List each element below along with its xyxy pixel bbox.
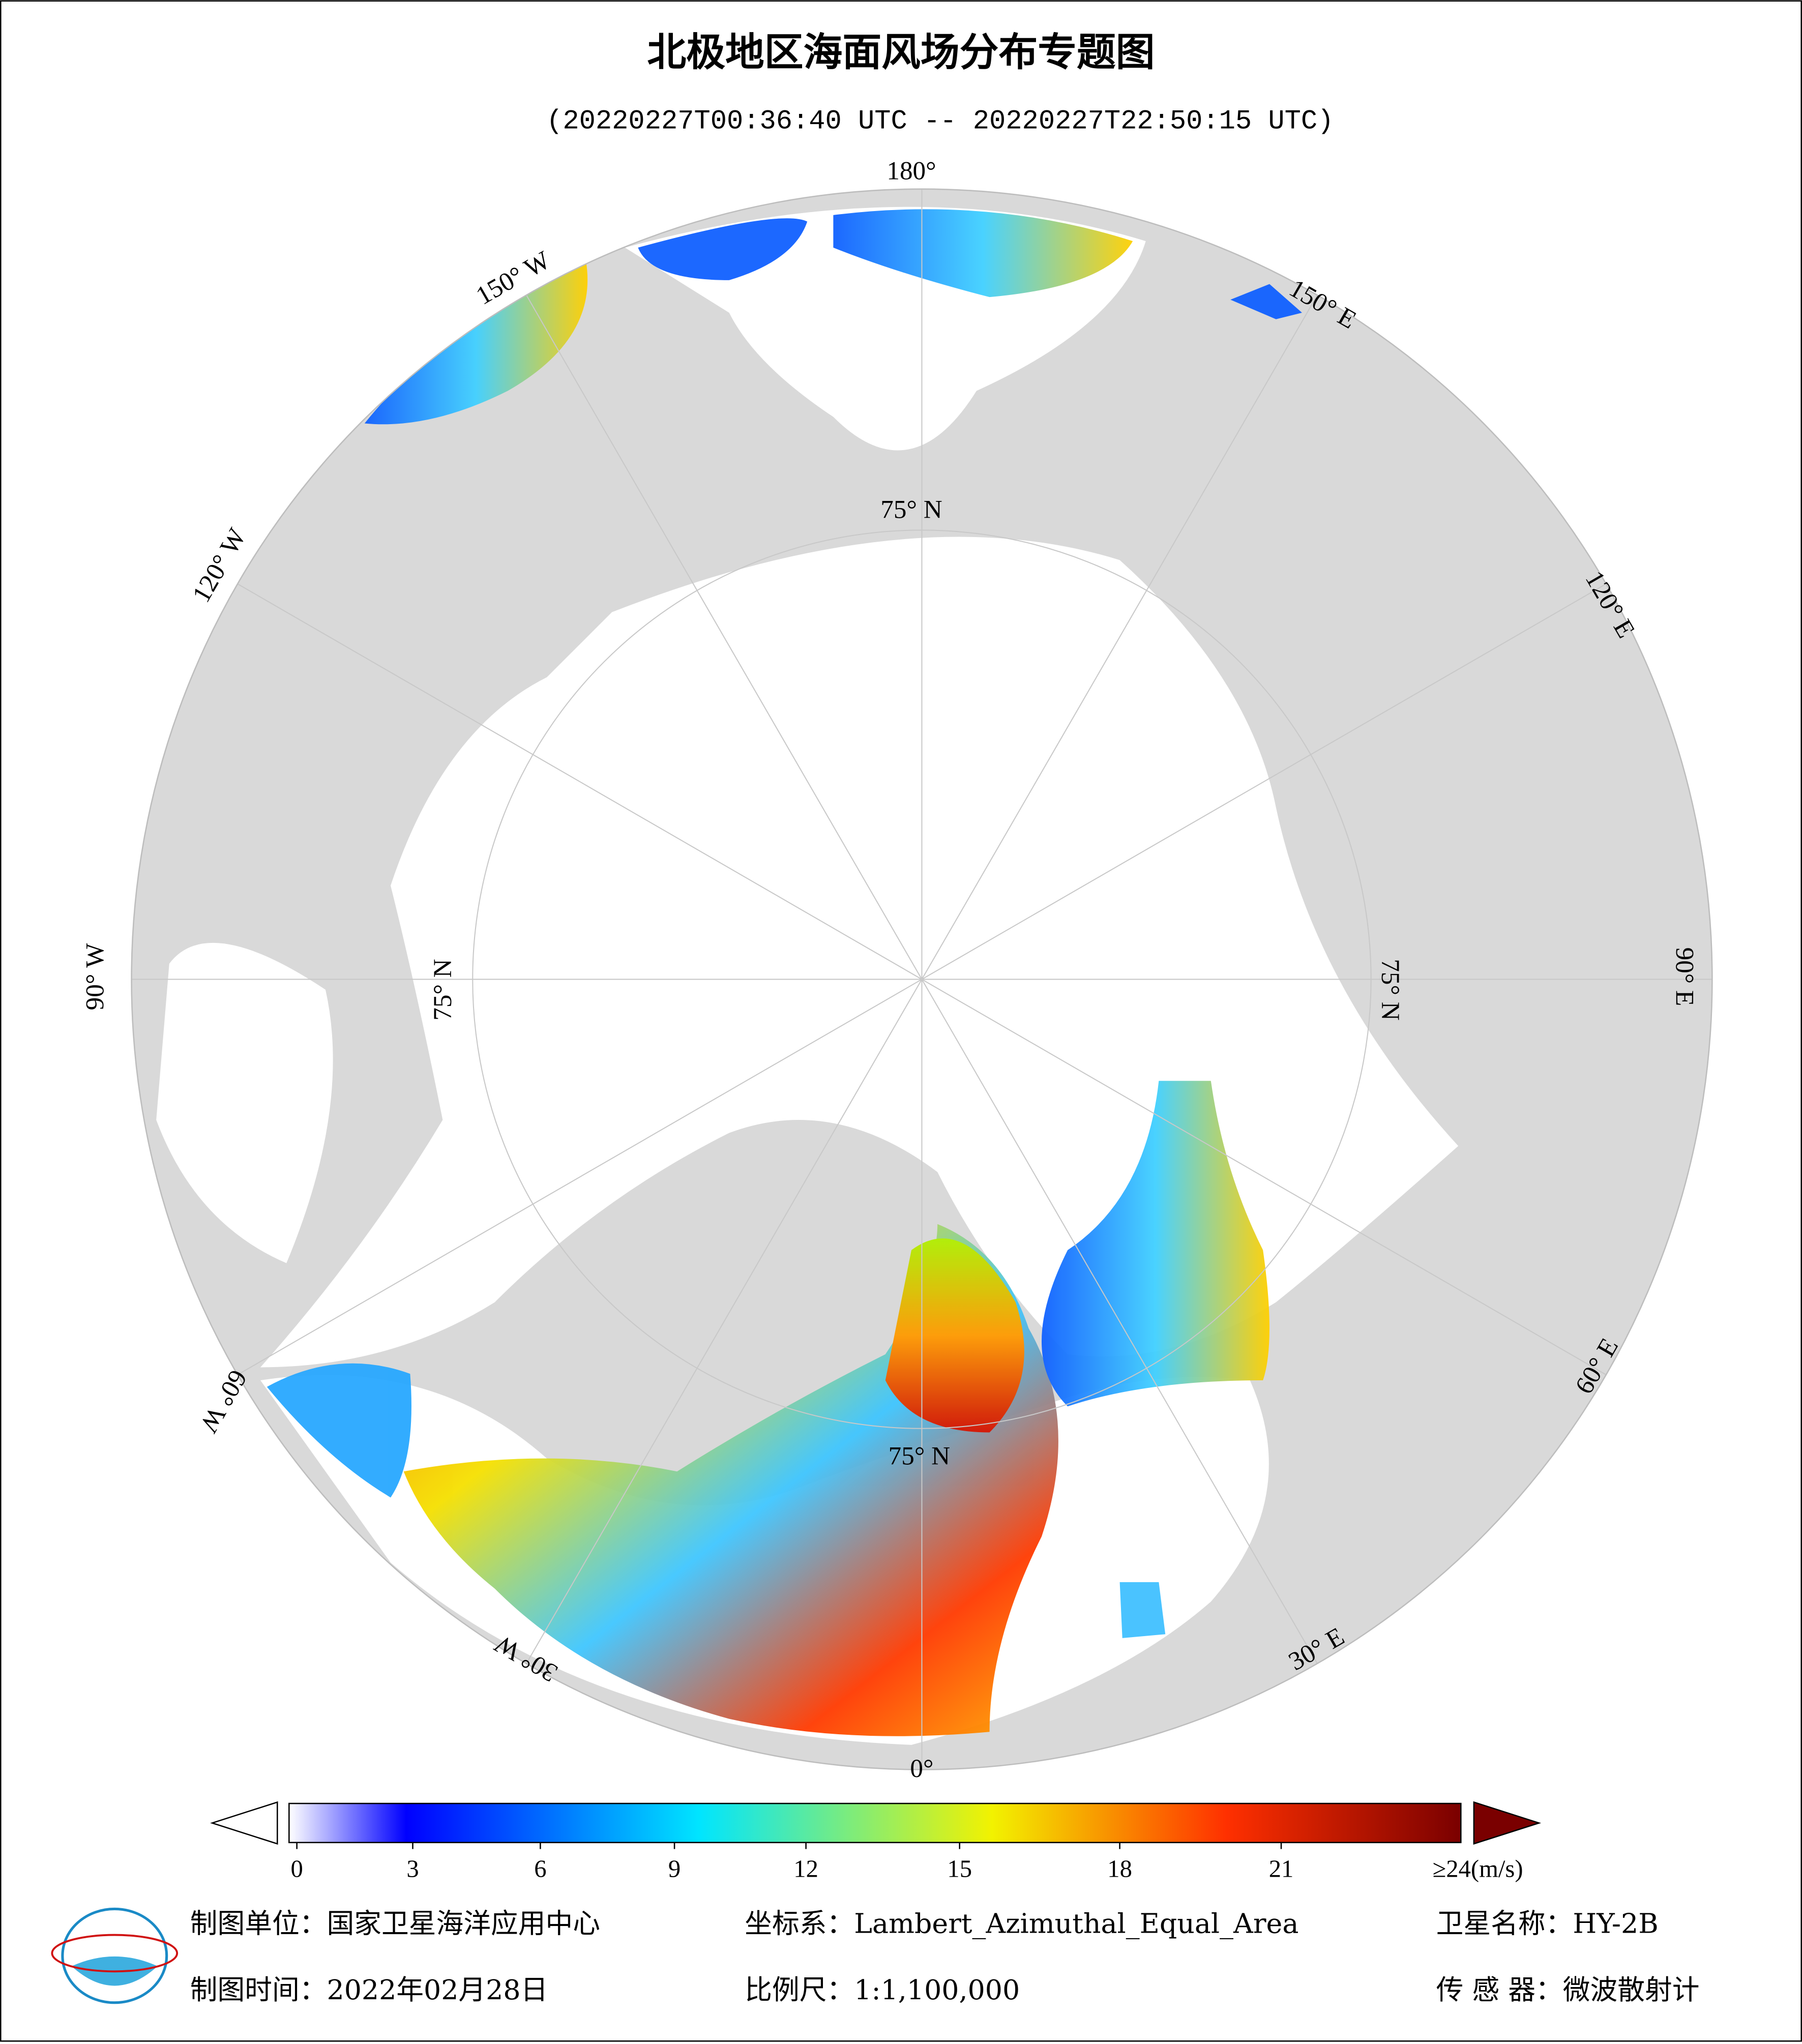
projection: 坐标系：Lambert_Azimuthal_Equal_Area	[745, 1908, 1298, 1940]
sensor: 传 感 器：微波散射计	[1436, 1974, 1700, 2006]
colorbar-tick-label: 12	[793, 1855, 818, 1882]
longitude-label: 90° W	[81, 943, 110, 1011]
title: 北极地区海面风场分布专题图	[647, 30, 1155, 75]
map-border	[131, 188, 1713, 1770]
logo	[51, 1907, 179, 2004]
colorbar: 0 3 6 9 12 15 18 21 ≥24(m/s)	[210, 1801, 1542, 1882]
graticule	[131, 189, 1712, 1770]
colorbar-under	[210, 1801, 278, 1845]
colorbar-tick-label: ≥24(m/s)	[1433, 1855, 1523, 1882]
hudson-bay	[156, 942, 333, 1263]
colorbar-tick-label: 15	[947, 1855, 972, 1882]
colorbar-tick-label: 6	[534, 1855, 546, 1882]
map-date: 制图时间：2022年02月28日	[190, 1974, 548, 2006]
subtitle: (20220227T00:36:40 UTC -- 20220227T22:50…	[546, 106, 1334, 137]
latitude-label: 75° N	[1376, 959, 1405, 1020]
longitude-label: 0°	[910, 1754, 933, 1783]
colorbar-tick-label: 21	[1269, 1855, 1294, 1882]
colorbar-over	[1473, 1801, 1542, 1845]
latitude-label: 75° N	[880, 495, 942, 524]
colorbar-tick-label: 3	[406, 1855, 419, 1882]
scale: 比例尺：1:1,100,000	[745, 1974, 1020, 2006]
longitude-label: 180°	[887, 157, 936, 186]
latitude-label: 75° N	[889, 1441, 950, 1470]
satellite: 卫星名称：HY-2B	[1436, 1908, 1659, 1940]
colorbar-ramp	[288, 1802, 1462, 1844]
map	[131, 189, 1712, 1770]
wind-field	[267, 209, 1302, 1736]
longitude-label: 90° E	[1670, 947, 1699, 1006]
colorbar-tick-label: 9	[668, 1855, 681, 1882]
colorbar-tick-label: 18	[1107, 1855, 1132, 1882]
latitude-label: 75° N	[428, 959, 457, 1020]
colorbar-tick-label: 0	[291, 1855, 303, 1882]
agency: 制图单位：国家卫星海洋应用中心	[190, 1908, 600, 1940]
